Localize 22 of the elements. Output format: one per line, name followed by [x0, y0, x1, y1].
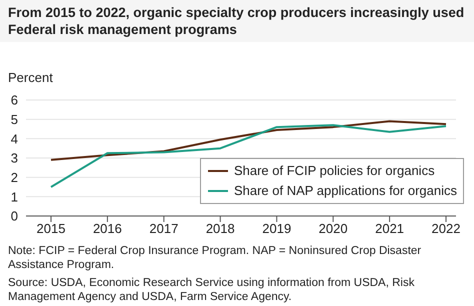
x-tick-label: 2022: [432, 221, 460, 236]
legend-label: Share of FCIP policies for organics: [234, 162, 435, 180]
x-tick-label: 2016: [92, 221, 122, 236]
x-tick-label: 2018: [206, 221, 235, 236]
y-tick-label: 2: [10, 170, 18, 185]
y-axis-title: Percent: [8, 70, 53, 85]
y-tick-label: 5: [10, 112, 18, 127]
text: Note: FCIP = Federal Crop Insurance Program. NAP = Noninsured Crop Disaster Assistance Program.: [8, 244, 422, 272]
x-tick-label: 2019: [262, 221, 292, 236]
source-note: Source: USDA, Economic Research Service using information from USDA, Risk Management Agency and USDA, Farm Service Agency.: [8, 276, 416, 304]
y-tick-label: 0: [10, 208, 18, 224]
y-tick-label: 6: [10, 92, 18, 108]
x-tick-label: 2021: [375, 221, 404, 236]
y-tick-label: 1: [10, 189, 18, 204]
x-tick-label: 2015: [36, 221, 66, 236]
x-tick-label: 2017: [149, 221, 178, 236]
line-series: [50, 120, 447, 161]
chart-title: From 2015 to 2022, organic specialty crop producers increasingly used Federal risk management programs: [8, 4, 466, 38]
legend-label: Share of NAP applications for organics: [234, 182, 457, 200]
y-tick-label: 3: [10, 150, 18, 166]
x-tick-label: 2020: [318, 221, 348, 236]
y-tick-label: 4: [10, 131, 18, 146]
